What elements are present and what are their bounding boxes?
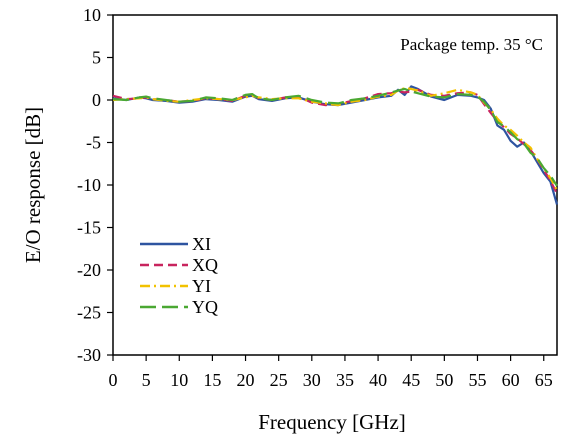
x-tick-label: 45 [402, 370, 420, 390]
y-tick-label: -20 [77, 260, 101, 280]
y-axis-label: E/O response [dB] [21, 107, 45, 263]
x-tick-label: 10 [170, 370, 188, 390]
x-tick-label: 15 [203, 370, 221, 390]
x-tick-label: 5 [142, 370, 151, 390]
annotation-group: Package temp. 35 °C [400, 35, 543, 54]
legend-label-yq: YQ [192, 297, 218, 317]
x-tick-label: 65 [535, 370, 553, 390]
legend-label-yi: YI [192, 276, 211, 296]
y-tick-label: -25 [77, 303, 101, 323]
y-tick-label: 10 [83, 5, 101, 25]
x-tick-label: 25 [270, 370, 288, 390]
x-tick-label: 40 [369, 370, 387, 390]
series-line-yq [112, 87, 558, 187]
x-tick-label: 60 [502, 370, 520, 390]
x-tick-label: 35 [336, 370, 354, 390]
y-tick-label: 0 [92, 90, 101, 110]
x-tick-label: 0 [109, 370, 118, 390]
axes [112, 14, 558, 356]
legend-label-xq: XQ [192, 255, 218, 275]
x-tick-label: 50 [435, 370, 453, 390]
y-tick-label: -10 [77, 175, 101, 195]
x-tick-label: 20 [237, 370, 255, 390]
y-tick-label: -15 [77, 218, 101, 238]
y-tick-label: 5 [92, 48, 101, 68]
annotation-text: Package temp. 35 °C [400, 35, 543, 54]
y-tick-label: -5 [86, 133, 101, 153]
legend-label-xi: XI [192, 234, 211, 254]
y-tick-label: -30 [77, 345, 101, 365]
x-tick-label: 55 [468, 370, 486, 390]
x-tick-label: 30 [303, 370, 321, 390]
plot-frame [112, 14, 558, 356]
series-lines [112, 85, 559, 205]
x-axis-label: Frequency [GHz] [258, 410, 406, 434]
